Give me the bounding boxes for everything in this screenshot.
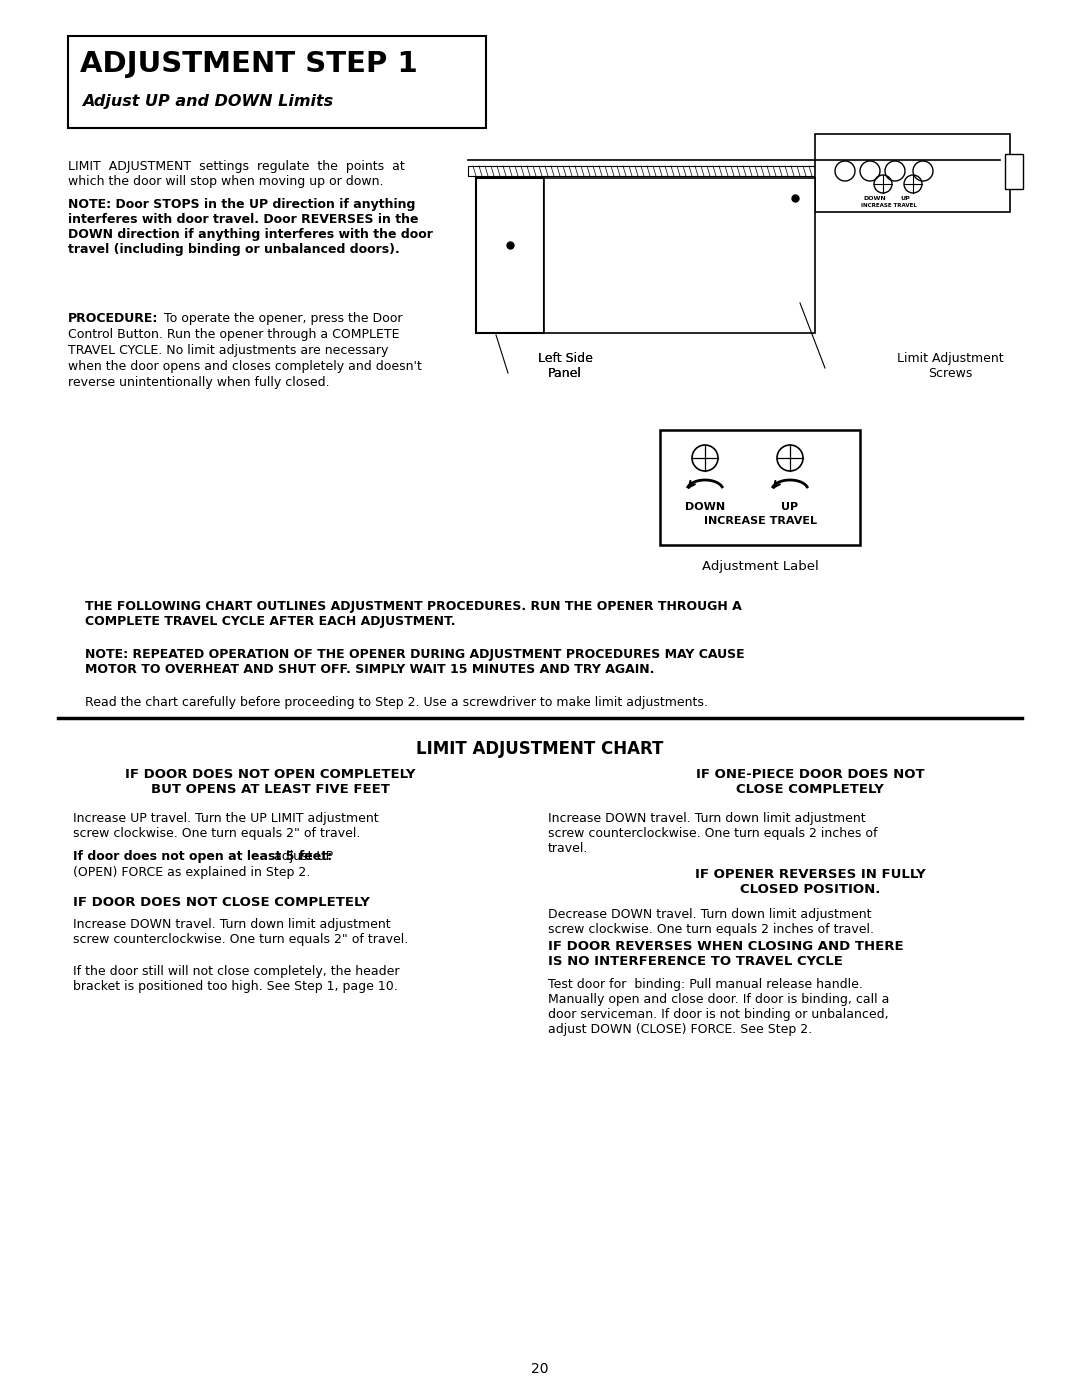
Text: UP: UP bbox=[900, 196, 909, 201]
Text: INCREASE TRAVEL: INCREASE TRAVEL bbox=[861, 203, 917, 208]
Text: Control Button. Run the opener through a COMPLETE: Control Button. Run the opener through a… bbox=[68, 328, 400, 341]
Bar bbox=[468, 166, 1010, 176]
Text: 20: 20 bbox=[531, 1362, 549, 1376]
Text: when the door opens and closes completely and doesn't: when the door opens and closes completel… bbox=[68, 360, 422, 373]
Text: IF DOOR DOES NOT CLOSE COMPLETELY: IF DOOR DOES NOT CLOSE COMPLETELY bbox=[73, 895, 369, 909]
Text: Test door for  binding: Pull manual release handle.
Manually open and close door: Test door for binding: Pull manual relea… bbox=[548, 978, 889, 1037]
Text: NOTE: REPEATED OPERATION OF THE OPENER DURING ADJUSTMENT PROCEDURES MAY CAUSE
MO: NOTE: REPEATED OPERATION OF THE OPENER D… bbox=[85, 648, 744, 676]
Text: Decrease DOWN travel. Turn down limit adjustment
screw clockwise. One turn equal: Decrease DOWN travel. Turn down limit ad… bbox=[548, 908, 874, 936]
Bar bbox=[660, 430, 860, 545]
Text: INCREASE TRAVEL: INCREASE TRAVEL bbox=[703, 515, 816, 527]
Text: LIMIT ADJUSTMENT CHART: LIMIT ADJUSTMENT CHART bbox=[416, 740, 664, 759]
Text: IF DOOR REVERSES WHEN CLOSING AND THERE
IS NO INTERFERENCE TO TRAVEL CYCLE: IF DOOR REVERSES WHEN CLOSING AND THERE … bbox=[548, 940, 904, 968]
Text: NOTE: Door STOPS in the UP direction if anything
interferes with door travel. Do: NOTE: Door STOPS in the UP direction if … bbox=[68, 198, 433, 256]
Text: IF DOOR DOES NOT OPEN COMPLETELY
BUT OPENS AT LEAST FIVE FEET: IF DOOR DOES NOT OPEN COMPLETELY BUT OPE… bbox=[125, 768, 415, 796]
Bar bbox=[544, 177, 815, 332]
Text: IF ONE-PIECE DOOR DOES NOT
CLOSE COMPLETELY: IF ONE-PIECE DOOR DOES NOT CLOSE COMPLET… bbox=[696, 768, 924, 796]
Text: Increase DOWN travel. Turn down limit adjustment
screw counterclockwise. One tur: Increase DOWN travel. Turn down limit ad… bbox=[548, 812, 877, 855]
Text: TRAVEL CYCLE. No limit adjustments are necessary: TRAVEL CYCLE. No limit adjustments are n… bbox=[68, 344, 389, 358]
Text: If door does not open at least 5 feet:: If door does not open at least 5 feet: bbox=[73, 849, 333, 863]
Text: Adjust UP and DOWN Limits: Adjust UP and DOWN Limits bbox=[82, 94, 333, 109]
Text: UP: UP bbox=[782, 502, 798, 511]
Text: reverse unintentionally when fully closed.: reverse unintentionally when fully close… bbox=[68, 376, 329, 388]
Text: To operate the opener, press the Door: To operate the opener, press the Door bbox=[160, 312, 403, 326]
Bar bbox=[815, 134, 1010, 212]
Bar bbox=[476, 177, 544, 332]
Text: (OPEN) FORCE as explained in Step 2.: (OPEN) FORCE as explained in Step 2. bbox=[73, 866, 310, 879]
Text: adjust UP: adjust UP bbox=[270, 849, 333, 863]
Text: DOWN: DOWN bbox=[863, 196, 886, 201]
Text: Increase UP travel. Turn the UP LIMIT adjustment
screw clockwise. One turn equal: Increase UP travel. Turn the UP LIMIT ad… bbox=[73, 812, 379, 840]
Bar bbox=[1005, 154, 1023, 189]
Bar bbox=[68, 36, 486, 129]
Text: If the door still will not close completely, the header
bracket is positioned to: If the door still will not close complet… bbox=[73, 965, 400, 993]
Text: ADJUSTMENT STEP 1: ADJUSTMENT STEP 1 bbox=[80, 50, 418, 78]
Text: Left Side
Panel: Left Side Panel bbox=[538, 352, 593, 380]
Text: Adjustment Label: Adjustment Label bbox=[702, 560, 819, 573]
Text: Increase DOWN travel. Turn down limit adjustment
screw counterclockwise. One tur: Increase DOWN travel. Turn down limit ad… bbox=[73, 918, 408, 946]
Text: LIMIT  ADJUSTMENT  settings  regulate  the  points  at
which the door will stop : LIMIT ADJUSTMENT settings regulate the p… bbox=[68, 161, 405, 189]
Text: Left Side
Panel: Left Side Panel bbox=[538, 352, 593, 380]
Text: Read the chart carefully before proceeding to Step 2. Use a screwdriver to make : Read the chart carefully before proceedi… bbox=[85, 696, 707, 710]
Text: IF OPENER REVERSES IN FULLY
CLOSED POSITION.: IF OPENER REVERSES IN FULLY CLOSED POSIT… bbox=[694, 868, 926, 895]
Text: DOWN: DOWN bbox=[685, 502, 725, 511]
Text: PROCEDURE:: PROCEDURE: bbox=[68, 312, 159, 326]
Text: Limit Adjustment
Screws: Limit Adjustment Screws bbox=[896, 352, 1003, 380]
Text: THE FOLLOWING CHART OUTLINES ADJUSTMENT PROCEDURES. RUN THE OPENER THROUGH A
COM: THE FOLLOWING CHART OUTLINES ADJUSTMENT … bbox=[85, 599, 742, 629]
